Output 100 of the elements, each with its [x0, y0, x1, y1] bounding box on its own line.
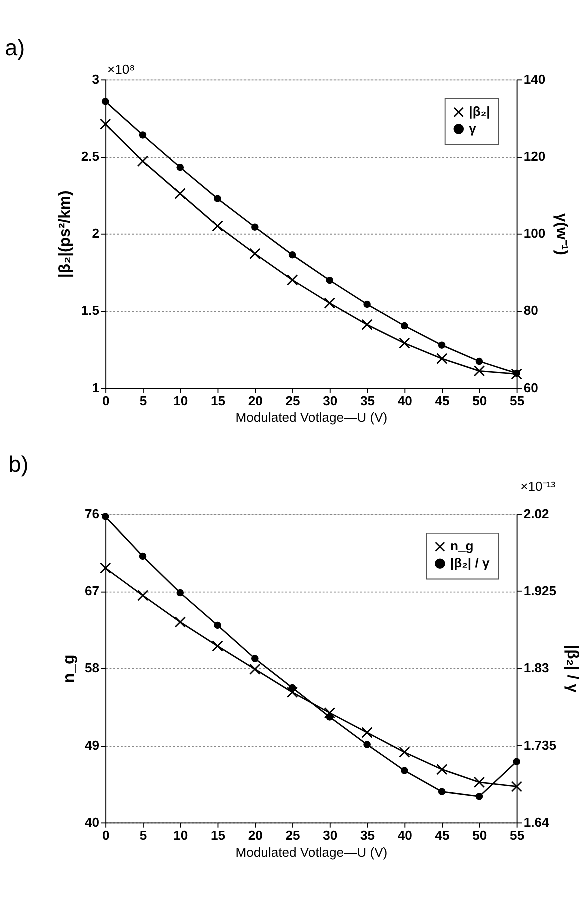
- point: [214, 622, 222, 630]
- x-tick-label: 45: [435, 393, 450, 408]
- point: [250, 248, 261, 260]
- text: ×10⁻¹³: [520, 478, 556, 494]
- chart-title: b): [8, 452, 29, 478]
- y-tick-label: 58: [84, 660, 100, 676]
- point: [102, 98, 110, 106]
- point: [364, 300, 371, 308]
- point: [137, 590, 149, 602]
- y2-tick-label: 140: [524, 72, 546, 87]
- point: [401, 322, 408, 330]
- legend-label: γ: [469, 120, 478, 136]
- x-tick-label: 35: [360, 393, 376, 408]
- point: [250, 664, 261, 675]
- point: [288, 684, 296, 692]
- point: [252, 224, 259, 231]
- x-tick-label: 55: [510, 828, 525, 844]
- point: [139, 552, 147, 560]
- point: [436, 764, 448, 776]
- point: [401, 767, 408, 774]
- y-tick-label: 40: [84, 814, 100, 830]
- point: [474, 776, 486, 788]
- point: [214, 195, 222, 202]
- point: [511, 781, 522, 792]
- point: [137, 156, 149, 168]
- point: [252, 655, 259, 662]
- point: [100, 562, 112, 574]
- point: [286, 274, 298, 286]
- y-tick-label: 3: [92, 72, 100, 87]
- chart-title: a): [5, 35, 26, 60]
- y-tick-label: 67: [84, 584, 100, 599]
- y-tick-label: 49: [84, 738, 100, 753]
- x-tick-label: 40: [398, 828, 412, 844]
- point: [474, 366, 486, 377]
- y-axis-title: |β₂|(ps²/km): [57, 190, 74, 278]
- y2-tick-label: 80: [524, 303, 538, 318]
- y2-tick-label: 100: [524, 226, 546, 242]
- point: [139, 132, 147, 139]
- x-tick-label: 20: [248, 828, 263, 844]
- x-tick-label: 10: [174, 393, 188, 408]
- x-axis-title: Modulated Votlage—U (V): [236, 410, 388, 426]
- x-axis-title: Modulated Votlage—U (V): [236, 844, 388, 860]
- y-tick-label: 1.5: [81, 303, 100, 318]
- x-tick-label: 50: [472, 828, 488, 844]
- point: [174, 616, 186, 628]
- point: [324, 298, 336, 309]
- x-tick-label: 45: [435, 828, 450, 844]
- y2-tick-label: 1.925: [524, 584, 557, 599]
- point: [476, 358, 484, 366]
- point: [212, 220, 224, 232]
- point: [438, 788, 446, 796]
- point: [476, 793, 484, 800]
- y-tick-label: 2.5: [81, 149, 100, 164]
- point: [438, 342, 446, 349]
- y2-tick-label: 2.02: [524, 506, 550, 522]
- x-tick-label: 25: [286, 828, 300, 844]
- x-tick-label: 20: [248, 393, 263, 408]
- x-tick-label: 10: [174, 828, 188, 844]
- point: [362, 727, 373, 738]
- y-axis-title: n_g: [60, 654, 78, 684]
- y2-tick-label: 60: [524, 380, 538, 396]
- point: [176, 164, 184, 172]
- point: [324, 707, 336, 719]
- point: [212, 640, 224, 652]
- point: [100, 118, 112, 130]
- x-tick-label: 25: [286, 393, 300, 408]
- x-tick-label: 55: [510, 393, 525, 408]
- legend-label: n_g: [450, 538, 474, 554]
- x-tick-label: 5: [140, 393, 148, 408]
- x-tick-label: 30: [323, 828, 338, 844]
- legend-label: |β₂| / γ: [450, 556, 490, 571]
- point: [174, 188, 186, 200]
- x-tick-label: 0: [102, 393, 110, 408]
- x-tick-label: 15: [210, 393, 226, 408]
- point: [399, 338, 410, 349]
- point: [326, 276, 334, 284]
- y2-axis-title: |β₂| / γ: [564, 645, 581, 693]
- x-tick-label: 30: [323, 393, 338, 408]
- point: [362, 319, 373, 330]
- y-tick-label: 1: [92, 380, 100, 396]
- x-tick-label: 15: [210, 828, 226, 844]
- x-tick-label: 0: [102, 828, 110, 844]
- y-tick-label: 2: [92, 226, 100, 242]
- point: [399, 746, 410, 758]
- point: [513, 758, 520, 766]
- point: [364, 741, 371, 748]
- legend-label: |β₂|: [469, 104, 490, 120]
- y2-tick-label: 120: [524, 149, 546, 164]
- y2-tick-label: 1.83: [524, 660, 550, 676]
- x-tick-label: 40: [398, 393, 412, 408]
- point: [286, 686, 298, 698]
- text: ×10⁸: [107, 62, 136, 78]
- x-tick-label: 35: [360, 828, 376, 844]
- point: [326, 714, 334, 721]
- point: [176, 589, 184, 597]
- y2-tick-label: 1.735: [524, 738, 557, 753]
- x-tick-label: 5: [140, 828, 148, 844]
- y2-tick-label: 1.64: [524, 814, 550, 830]
- point: [436, 353, 448, 364]
- y2-axis-title: γ(w⁻¹): [552, 213, 570, 256]
